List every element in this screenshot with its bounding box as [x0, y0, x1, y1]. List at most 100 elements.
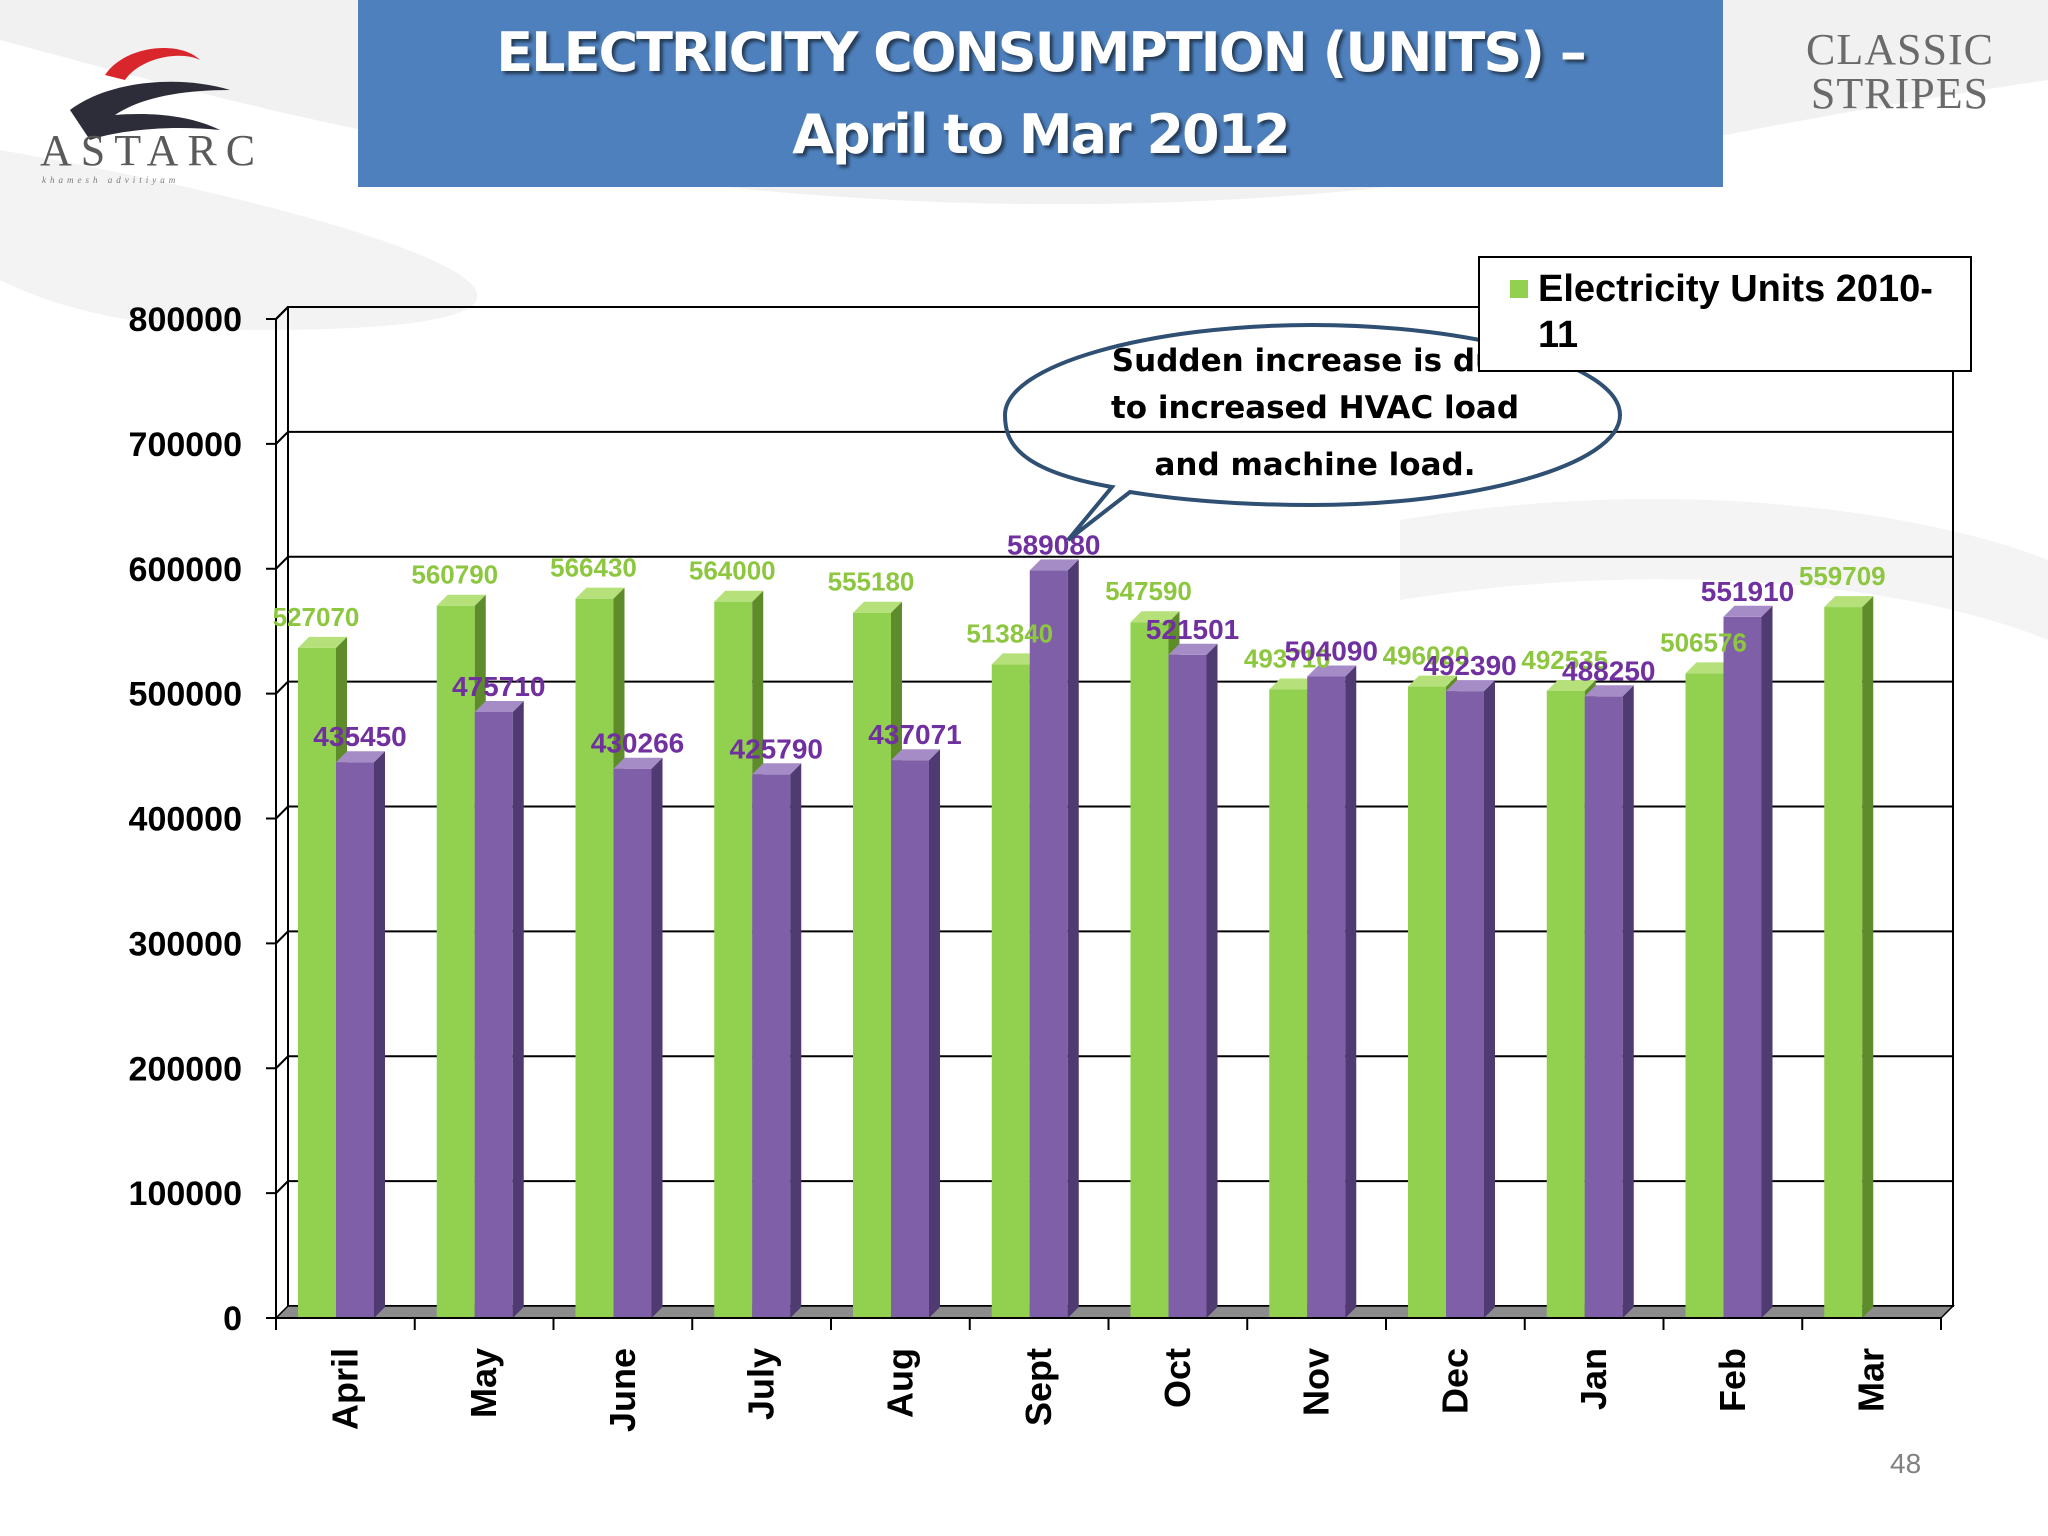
data-label-series-2: 551910	[1701, 576, 1794, 607]
data-label-series-2: 437071	[868, 719, 961, 750]
data-label-series-1: 559709	[1799, 561, 1886, 591]
callout-line-3: and machine load.	[1154, 447, 1476, 483]
gridline-depth	[275, 930, 289, 945]
bar-series-2-side	[790, 763, 802, 1318]
data-label-series-1: 547590	[1105, 576, 1192, 606]
bar-series-1-top	[1824, 596, 1874, 608]
bar-series-2-top	[1168, 643, 1218, 655]
bar-series-2-top	[1307, 665, 1357, 677]
data-label-series-1: 566430	[550, 553, 637, 583]
chart-axes: 0 100000 200000 300000 400000 500000 600000 700…	[129, 301, 1942, 1432]
data-label-series-2: 430266	[591, 728, 684, 759]
bar-series-1-top	[436, 594, 486, 606]
bar-series-1-face	[991, 664, 1030, 1318]
data-label-series-2: 492390	[1423, 650, 1516, 681]
data-label-series-1: 513840	[966, 618, 1053, 648]
bar-series-2-top	[1446, 680, 1495, 692]
bar-series-1-face	[853, 612, 891, 1318]
bar-series-1-face	[1685, 673, 1724, 1318]
bar-series-2-side	[374, 751, 385, 1318]
astarc-logo-icon	[70, 48, 230, 140]
bar-series-1-top	[991, 653, 1041, 665]
bar-series-2-top	[891, 749, 940, 761]
x-tick-label: Mar	[1851, 1348, 1892, 1412]
bar-series-2-top	[1723, 605, 1773, 617]
data-label-series-2: 425790	[730, 733, 823, 764]
bar-series-2-side	[1067, 559, 1079, 1318]
callout-line-1: Sudden increase is due	[1111, 343, 1519, 379]
bar-series-2-face	[1446, 691, 1484, 1318]
y-tick-label: 500000	[129, 676, 242, 714]
bar-series-1-face	[436, 605, 475, 1318]
bar-series-2-top	[336, 751, 385, 763]
bar-series-2-top	[1584, 685, 1634, 697]
bar-series-2	[752, 763, 802, 1318]
data-label-series-2: 475710	[452, 671, 545, 702]
bar-series-1-face	[1408, 686, 1446, 1318]
bar-series-2-side	[1761, 605, 1773, 1318]
gridline-depth	[275, 1055, 289, 1069]
bar-series-2-face	[474, 711, 513, 1318]
astarc-logo-tagline: khamesh advitiyam	[42, 175, 180, 185]
x-tick-label: May	[463, 1348, 504, 1418]
bar-series-2-face	[336, 762, 374, 1318]
bar-series-1-top	[1130, 611, 1180, 623]
bar-series-2-face	[752, 774, 791, 1318]
data-label-series-1: 560790	[411, 560, 498, 590]
bar-series-2-top	[474, 700, 524, 712]
data-label-series-2: 488250	[1562, 655, 1655, 686]
bar-series-2-side	[1206, 643, 1218, 1318]
gridline-depth	[275, 306, 289, 320]
y-tick-label: 300000	[129, 925, 242, 963]
x-tick-label: Sept	[1018, 1348, 1059, 1426]
data-label-series-1: 527070	[273, 602, 360, 632]
bar-series-2	[1168, 643, 1218, 1318]
y-tick-label: 200000	[129, 1050, 242, 1088]
bar-series-1-top	[853, 601, 902, 613]
bar-series-2-face	[891, 760, 929, 1318]
x-tick-label: Feb	[1712, 1348, 1753, 1412]
bar-series-2-side	[1622, 685, 1634, 1318]
data-label-series-2: 589080	[1007, 529, 1100, 560]
bar-series-2	[336, 751, 385, 1318]
x-tick-label: April	[324, 1348, 365, 1430]
bar-series-1-top	[298, 636, 347, 648]
data-label-series-1: 555180	[828, 567, 915, 597]
chart-legend: Electricity Units 2010-11	[1478, 256, 1972, 372]
bar-series-2	[891, 749, 940, 1318]
bar-series-2	[474, 700, 524, 1318]
data-label-series-1: 564000	[689, 556, 776, 586]
bar-series-2	[1584, 685, 1634, 1318]
title-line-1: ELECTRICITY CONSUMPTION (UNITS) –	[496, 20, 1586, 84]
bar-series-2	[1723, 605, 1773, 1318]
data-label-series-2: 504090	[1285, 636, 1378, 667]
data-label-series-2: 435450	[313, 721, 406, 752]
bar-series-1-side	[1862, 596, 1874, 1318]
bar-series-2-face	[613, 768, 652, 1318]
y-tick-label: 100000	[129, 1175, 242, 1213]
astarc-logo-text: ASTARC	[40, 126, 265, 175]
bar-series-2	[1446, 680, 1495, 1318]
bar-series-2-top	[613, 757, 663, 769]
gridline-depth	[275, 431, 289, 445]
logo-right-line-2: STRIPES	[1810, 69, 1990, 118]
chart-data-labels: 527070 435450 560790 475710 566430 430266 5640…	[273, 529, 1886, 764]
x-tick-label: Aug	[879, 1348, 920, 1418]
chart-bars	[298, 559, 1874, 1318]
title-line-2: April to Mar 2012	[792, 102, 1291, 166]
y-tick-label: 400000	[129, 801, 242, 839]
bar-series-1-top	[714, 590, 764, 602]
bar-series-2	[1029, 559, 1079, 1318]
bar-series-2-face	[1584, 696, 1623, 1318]
bar-series-2-side	[512, 700, 524, 1318]
bar-series-2-top	[1029, 559, 1079, 571]
classic-stripes-logo: CLASSIC STRIPES	[1780, 28, 2020, 116]
bar-series-2-side	[1345, 665, 1357, 1318]
bar-series-2-side	[651, 757, 663, 1318]
bar-series-1-top	[1546, 679, 1596, 691]
title-banner: ELECTRICITY CONSUMPTION (UNITS) – April …	[358, 0, 1723, 187]
data-label-series-1: 496020	[1383, 641, 1470, 671]
bar-series-2-face	[1307, 676, 1346, 1318]
bar-series-2-side	[1484, 680, 1495, 1318]
